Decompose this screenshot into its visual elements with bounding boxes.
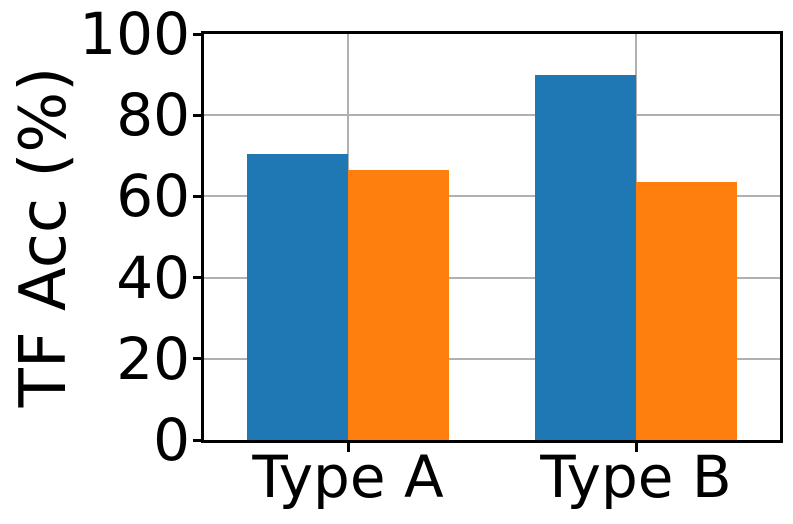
y-tick-mark [193, 357, 202, 361]
grid-line-horizontal [204, 357, 780, 360]
grid-line-horizontal [204, 195, 780, 198]
y-tick-mark [193, 32, 202, 36]
y-tick-label: 40 [116, 243, 190, 312]
y-tick-mark [193, 113, 202, 117]
bar-orange-series-type-a [348, 170, 449, 440]
bar-blue-series-type-a [247, 153, 348, 440]
x-tick-label: Type B [540, 443, 732, 511]
y-tick-mark [193, 276, 202, 280]
x-tick-mark [634, 443, 638, 452]
y-tick-label: 0 [153, 406, 190, 474]
plot-area [201, 31, 783, 443]
y-tick-label: 60 [116, 162, 190, 231]
grid-line-horizontal [204, 276, 780, 279]
plot-inner [204, 34, 780, 440]
x-tick-label: Type A [252, 443, 444, 511]
grid-line-horizontal [204, 114, 780, 117]
y-axis-label: TF Acc (%) [7, 66, 81, 408]
y-tick-mark [193, 438, 202, 442]
y-tick-label: 20 [116, 324, 190, 393]
y-tick-label: 100 [79, 0, 190, 68]
y-tick-label: 80 [116, 81, 190, 150]
y-tick-mark [193, 194, 202, 198]
x-tick-mark [346, 443, 350, 452]
bar-blue-series-type-b [535, 74, 636, 440]
bar-orange-series-type-b [636, 182, 737, 440]
